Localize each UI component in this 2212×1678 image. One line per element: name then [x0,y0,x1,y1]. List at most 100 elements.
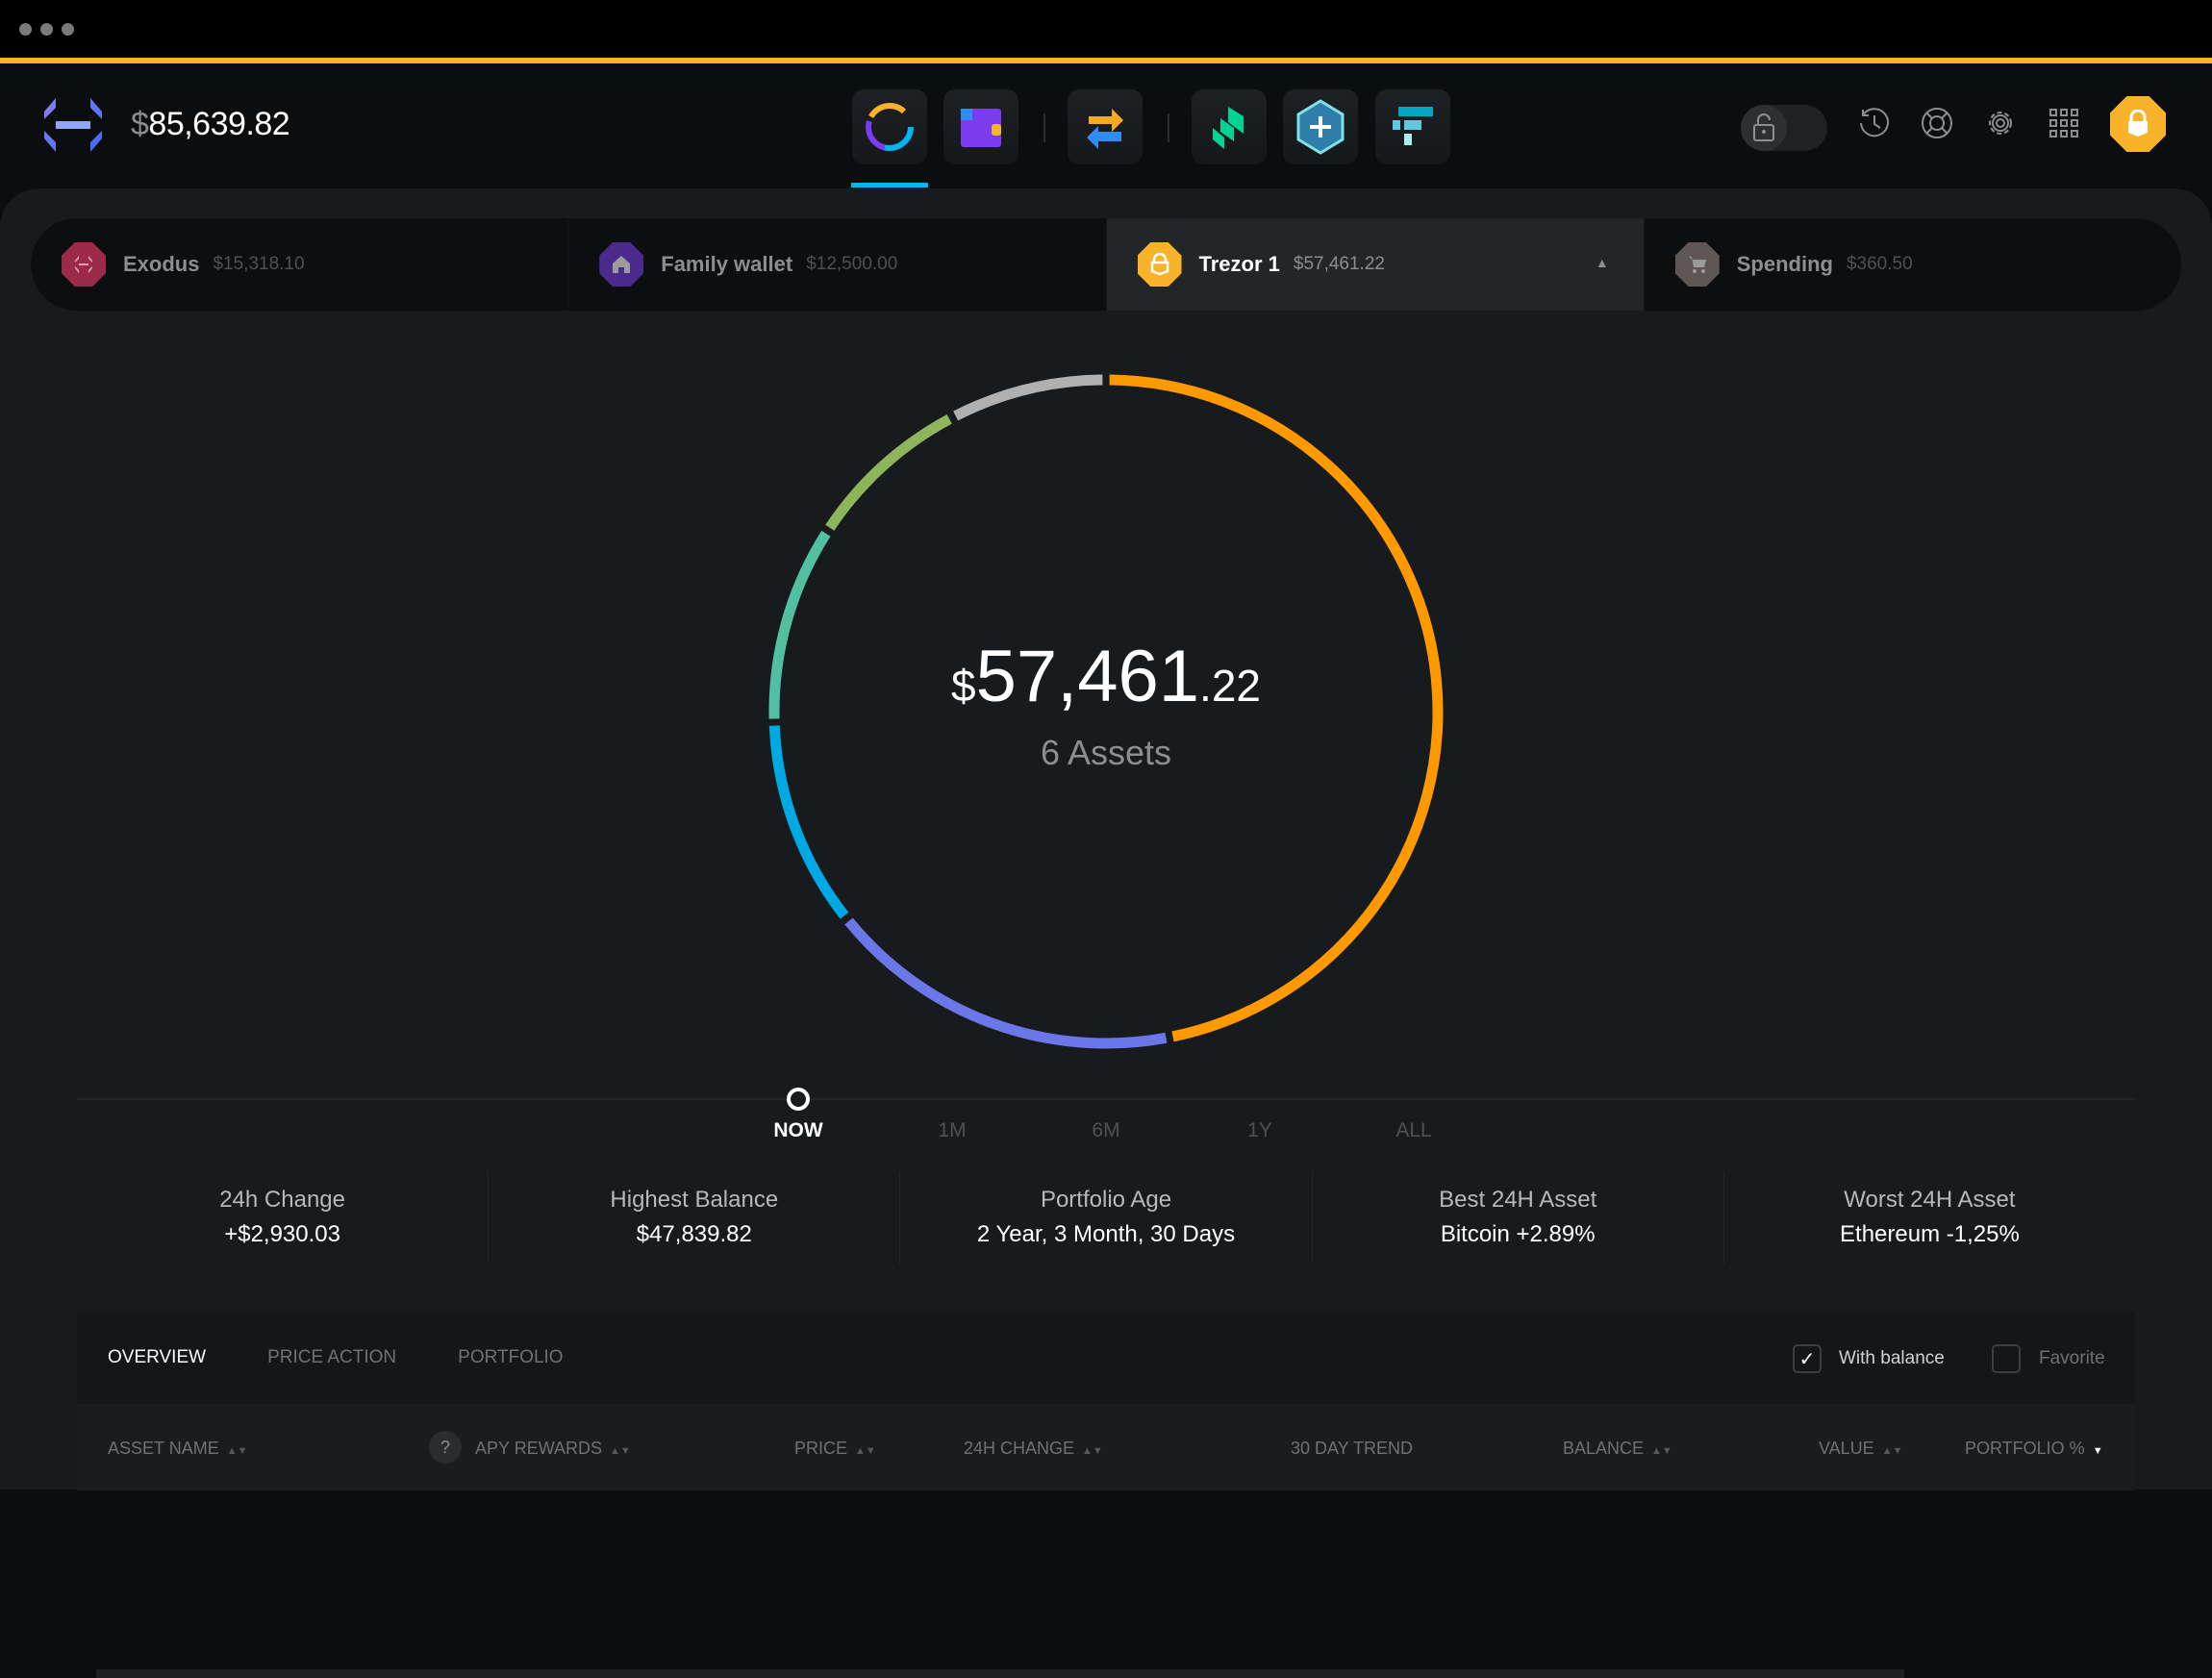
add-app-icon [1296,99,1345,155]
active-nav-indicator [851,183,928,188]
timeline-1y[interactable]: 1Y [1247,1119,1272,1141]
wallet-balance: $12,500.00 [806,254,898,274]
timeline-6m[interactable]: 6M [1092,1119,1120,1141]
nav-portfolio-button[interactable] [852,89,927,164]
timeline-1m[interactable]: 1M [938,1119,967,1141]
wallet-tabs: Exodus $15,318.10 Family wallet $12,500.… [31,218,2181,311]
sort-icon: ▲▼ [1651,1445,1672,1457]
portfolio-donut-chart [768,374,1444,1049]
donut-segment-3[interactable] [768,530,831,719]
sort-icon: ▲▼ [610,1445,631,1457]
wallet-tab-exodus[interactable]: Exodus $15,318.10 [31,218,569,311]
sort-icon: ▲▼ [1082,1445,1103,1457]
col-label: PRICE [794,1439,848,1458]
nav-wallet-button[interactable] [943,89,1018,164]
currency-symbol: $ [951,661,976,711]
col-value[interactable]: VALUE ▲▼ [1819,1439,1902,1459]
stat-portfolio-age: Portfolio Age 2 Year, 3 Month, 30 Days [900,1171,1313,1264]
assets-count: 6 Assets [1040,733,1172,772]
sort-desc-icon: ▼ [2092,1445,2103,1457]
nav-ftx-button[interactable] [1375,89,1450,164]
cart-icon [1674,242,1720,287]
app-header: $85,639.82 [0,63,2212,188]
col-balance[interactable]: BALANCE ▲▼ [1563,1439,1672,1459]
stat-label: Highest Balance [610,1187,779,1213]
col-price[interactable]: PRICE ▲▼ [794,1439,876,1459]
exodus-icon [62,242,106,287]
stats-row: 24h Change +$2,930.03 Highest Balance $47,… [77,1171,2135,1264]
home-icon [599,242,644,287]
timeline-handle[interactable] [787,1088,810,1111]
lock-icon [1137,242,1182,287]
with-balance-checkbox[interactable]: ✓ [1793,1344,1822,1373]
accent-bar [0,58,2212,63]
tab-portfolio[interactable]: PORTFOLIO [458,1347,564,1367]
exodus-logo [44,98,102,152]
sort-icon: ▲▼ [226,1445,248,1457]
wallet-tab-family-wallet[interactable]: Family wallet $12,500.00 [568,218,1107,311]
settings-button[interactable] [1979,102,2022,144]
col-portfolio-percent[interactable]: PORTFOLIO % ▼ [1965,1439,2103,1459]
tab-overview[interactable]: OVERVIEW [108,1347,207,1367]
collapse-caret-icon[interactable]: ▲ [1595,255,1609,270]
col-apy-rewards[interactable]: APY REWARDS ▲▼ [475,1439,631,1459]
donut-segment-1[interactable] [844,917,1168,1049]
stat-value: 2 Year, 3 Month, 30 Days [976,1221,1236,1247]
with-balance-label: With balance [1839,1348,1945,1368]
stat-highest-balance: Highest Balance $47,839.82 [489,1171,901,1264]
exchange-icon [1087,109,1123,149]
stat-value: Bitcoin +2.89% [1440,1221,1596,1247]
wallet-name: Trezor 1 [1198,252,1280,276]
timeline-all[interactable]: ALL [1395,1119,1432,1141]
stat-label: Best 24H Asset [1439,1187,1597,1213]
window-titlebar [0,0,2212,58]
sort-icon: ▲▼ [855,1445,876,1457]
timeline-now[interactable]: NOW [773,1119,823,1141]
wallet-tab-trezor-1[interactable]: Trezor 1 $57,461.22 ▲ [1106,218,1645,311]
history-icon [1860,108,1889,138]
col-24h-change[interactable]: 24H CHANGE ▲▼ [964,1439,1103,1459]
trezor-lock-button[interactable] [2110,96,2166,152]
portfolio-value-cents: .22 [1199,661,1261,711]
timeline-track [77,1098,2135,1100]
wallet-icon [961,109,1001,147]
nav-compound-button[interactable] [1192,89,1267,164]
stat-value: +$2,930.03 [224,1221,340,1247]
main-panel: Exodus $15,318.10 Family wallet $12,500.… [0,188,2212,1678]
wallet-balance: $15,318.10 [213,254,305,274]
donut-segment-5[interactable] [953,374,1103,421]
stat-label: Worst 24H Asset [1844,1187,2016,1213]
wallet-tab-spending[interactable]: Spending $360.50 [1645,218,2181,311]
col-label: PORTFOLIO % [1965,1439,2085,1458]
window-minimize-button[interactable] [40,23,53,36]
nav-exchange-button[interactable] [1068,89,1143,164]
col-label: ASSET NAME [108,1439,219,1458]
nav-add-app-button[interactable] [1283,89,1358,164]
help-button[interactable] [1916,102,1958,144]
table-row[interactable] [96,1669,1904,1678]
table-header: ASSET NAME ▲▼ ? APY REWARDS ▲▼ PRICE ▲▼ 24H… [77,1404,2135,1490]
stat-label: Portfolio Age [1040,1187,1172,1213]
donut-segment-2[interactable] [768,725,849,919]
favorite-checkbox[interactable] [1992,1344,2021,1373]
compound-app-icon [1213,107,1244,149]
apps-button[interactable] [2043,102,2085,144]
window-close-button[interactable] [19,23,32,36]
lock-toggle[interactable] [1741,105,1827,151]
donut-segment-4[interactable] [825,413,952,531]
wallet-name: Exodus [123,252,200,276]
history-button[interactable] [1853,102,1896,144]
apy-help-icon[interactable]: ? [429,1431,462,1464]
portfolio-icon [866,103,914,151]
apps-grid-icon [2049,109,2078,138]
donut-segment-0[interactable] [1109,374,1444,1042]
wallet-name: Family wallet [661,252,793,276]
window-maximize-button[interactable] [62,23,74,36]
stat-worst-asset: Worst 24H Asset Ethereum -1,25% [1724,1171,2135,1264]
stat-label: 24h Change [219,1187,345,1213]
wallet-balance: $57,461.22 [1293,254,1385,274]
ftx-app-icon [1393,107,1433,145]
total-balance: $85,639.82 [131,106,290,143]
col-asset-name[interactable]: ASSET NAME ▲▼ [108,1439,247,1459]
tab-price-action[interactable]: PRICE ACTION [267,1347,397,1367]
